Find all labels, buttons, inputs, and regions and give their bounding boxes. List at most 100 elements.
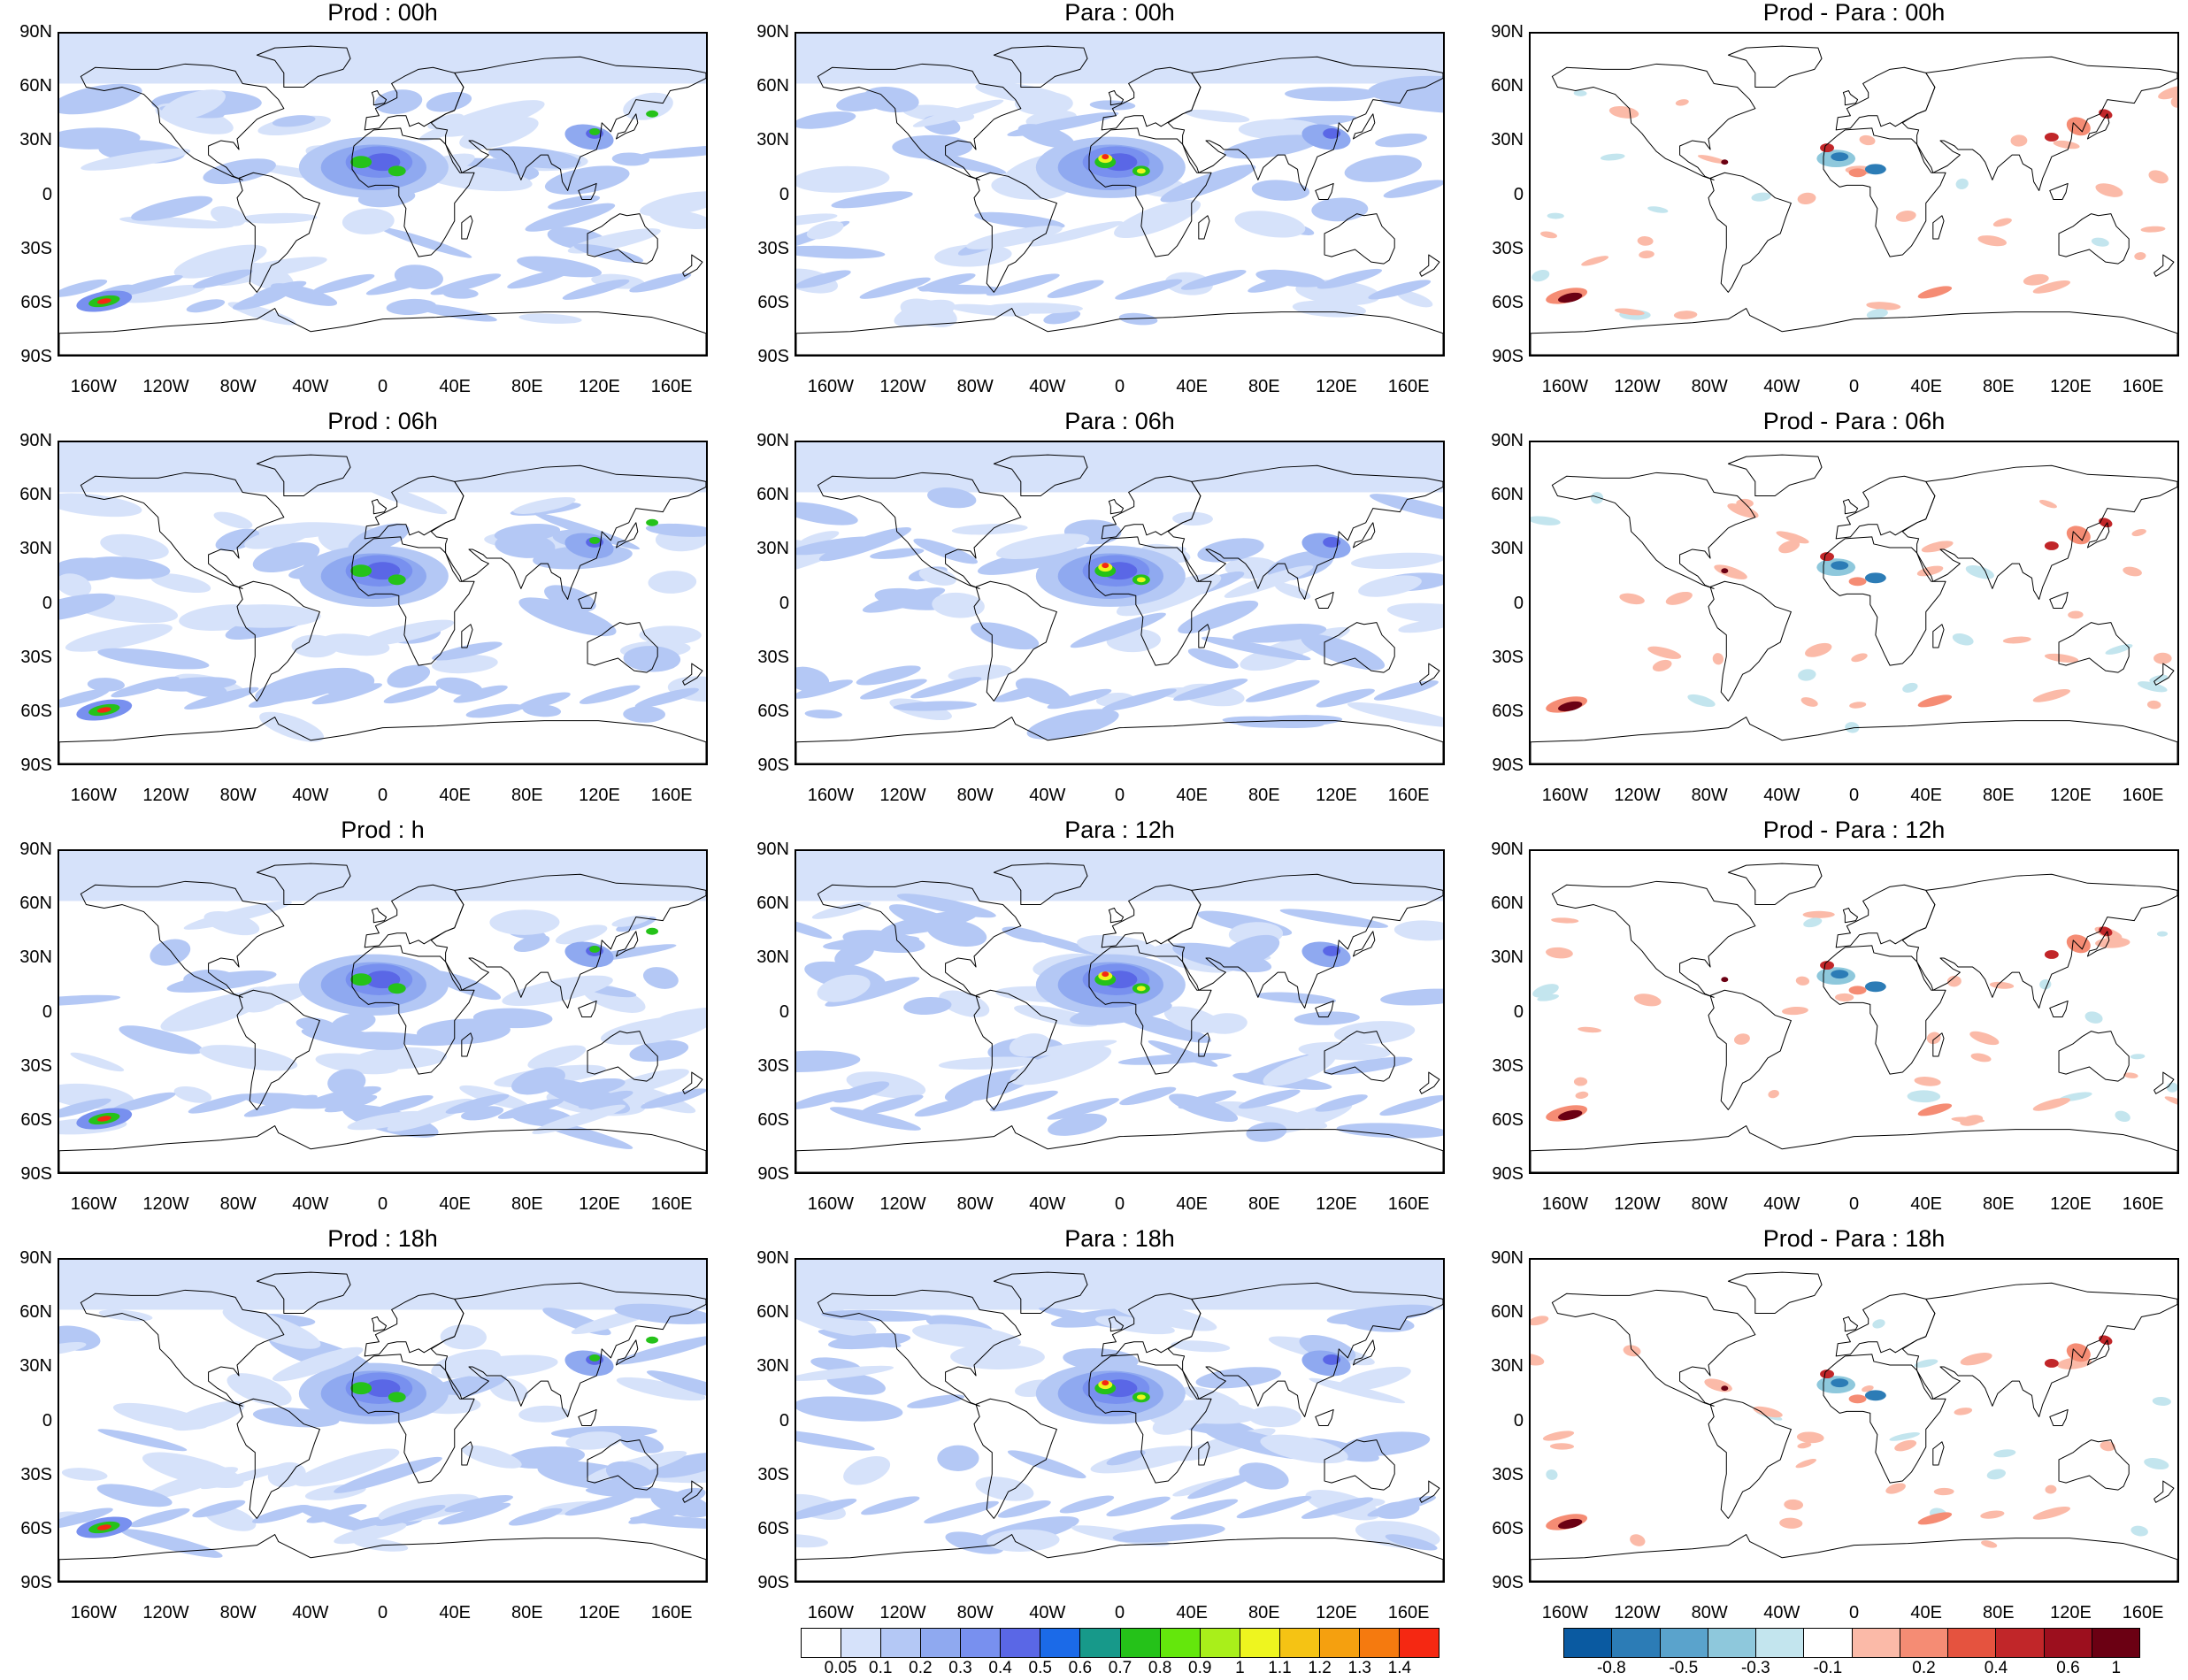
aod-swirl bbox=[353, 1047, 448, 1070]
coastline-south-america bbox=[1708, 989, 1792, 1110]
latitude-tick-label: 60N bbox=[19, 76, 52, 96]
southern-ocean-band bbox=[579, 685, 641, 704]
southern-ocean-band bbox=[1373, 680, 1439, 701]
longitude-tick-label: 40E bbox=[1176, 1194, 1208, 1214]
coastline-borneo bbox=[2049, 1408, 2069, 1427]
coastline-antarctica bbox=[796, 308, 1443, 355]
aod-swirl bbox=[796, 245, 886, 259]
longitude-tick-label: 0 bbox=[1848, 1194, 1860, 1214]
positive-diff-caribbean bbox=[1721, 159, 1729, 165]
positive-diff bbox=[1753, 1406, 1783, 1418]
longitude-tick-label: 80W bbox=[219, 1194, 257, 1214]
aod-swirl bbox=[796, 1429, 875, 1451]
arctic-band bbox=[796, 442, 1443, 493]
aod-swirl bbox=[573, 243, 644, 264]
aod-swirl bbox=[173, 1085, 212, 1103]
colorbar-tick-label: 1.3 bbox=[1347, 1659, 1371, 1677]
positive-diff bbox=[1989, 981, 2015, 989]
positive-diff-indian-ocean bbox=[2032, 688, 2071, 702]
aod-swirl bbox=[440, 1324, 487, 1350]
aod-swirl bbox=[636, 145, 706, 159]
coastline-south-america bbox=[973, 580, 1057, 702]
aod-swirl bbox=[465, 703, 524, 718]
negative-diff bbox=[1872, 1319, 1885, 1329]
negative-diff bbox=[1532, 269, 1550, 282]
longitude-tick-label: 80W bbox=[956, 1194, 994, 1214]
north-pacific-core bbox=[646, 1336, 659, 1344]
coastline-antarctica bbox=[1531, 1125, 2177, 1172]
coastline-uk bbox=[1108, 1316, 1125, 1332]
southern-ocean-band bbox=[311, 273, 375, 294]
aod-swirl bbox=[918, 567, 956, 586]
coastline-north-america bbox=[817, 63, 1022, 180]
negative-diff bbox=[1889, 1432, 1920, 1441]
negative-diff-sahara bbox=[1831, 970, 1849, 979]
aod-swirl bbox=[199, 1045, 298, 1071]
longitude-tick-label: 160E bbox=[650, 377, 693, 396]
aod-swirl bbox=[1255, 992, 1337, 1004]
coastline-africa bbox=[1823, 536, 1946, 666]
colorbar-swatch bbox=[1200, 1629, 1240, 1657]
map-canvas bbox=[1531, 1260, 2177, 1581]
longitude-tick-label: 120E bbox=[579, 786, 620, 805]
map-canvas bbox=[1531, 442, 2177, 763]
colorbar-tick-label: -0.3 bbox=[1740, 1659, 1770, 1677]
colorbar-tick-label: 1 bbox=[2111, 1659, 2122, 1677]
aod-swirl bbox=[1106, 1450, 1146, 1466]
longitude-tick-label: 40E bbox=[1176, 1603, 1208, 1622]
difference-shading bbox=[1531, 492, 2172, 733]
aod-swirl bbox=[1375, 133, 1428, 148]
positive-diff bbox=[1802, 910, 1835, 918]
latitude-tick-label: 30N bbox=[756, 130, 789, 150]
east-asia-core bbox=[589, 536, 601, 544]
map-frame bbox=[58, 32, 708, 357]
latitude-tick-label: 0 bbox=[779, 184, 789, 204]
latitude-tick-label: 30N bbox=[1491, 539, 1524, 559]
colorbar-tick-label: 0.3 bbox=[948, 1659, 972, 1677]
positive-diff bbox=[1946, 975, 1962, 987]
coastline-antarctica bbox=[1531, 717, 2177, 763]
field-shading bbox=[59, 34, 706, 326]
latitude-tick-label: 90N bbox=[756, 431, 789, 450]
negative-diff bbox=[1907, 1090, 1941, 1103]
aod-swirl bbox=[1367, 75, 1443, 103]
saharan-plume bbox=[365, 1379, 401, 1398]
southern-ocean-band bbox=[562, 279, 630, 300]
aod-swirl bbox=[823, 935, 920, 950]
coastline-asia bbox=[430, 1282, 706, 1417]
latitude-tick-label: 60S bbox=[20, 292, 52, 312]
positive-diff bbox=[1885, 1483, 1906, 1494]
latitude-tick-label: 60S bbox=[20, 1518, 52, 1538]
aod-swirl bbox=[61, 1468, 108, 1481]
latitude-tick-label: 60N bbox=[756, 894, 789, 914]
aod-swirl bbox=[1344, 155, 1422, 182]
southern-ocean-band bbox=[986, 273, 1060, 296]
longitude-tick-label: 0 bbox=[1848, 786, 1860, 805]
longitude-tick-label: 80W bbox=[956, 377, 994, 396]
latitude-tick-label: 90N bbox=[1491, 431, 1524, 450]
aod-swirl bbox=[59, 1325, 101, 1351]
arctic-band bbox=[59, 34, 706, 84]
latitude-tick-label: 30S bbox=[1492, 238, 1524, 258]
aod-swirl bbox=[97, 1429, 188, 1452]
positive-diff-sahara bbox=[1820, 552, 1834, 562]
saharan-peak bbox=[1136, 168, 1146, 174]
coastline-uk bbox=[1842, 907, 1859, 924]
saharan-core bbox=[350, 156, 372, 169]
latitude-tick-label: 90N bbox=[756, 1248, 789, 1268]
aod-swirl bbox=[267, 1461, 306, 1488]
coastline-africa bbox=[351, 945, 475, 1075]
latitude-tick-label: 60N bbox=[756, 1302, 789, 1323]
latitude-tick-label: 60S bbox=[757, 1518, 789, 1538]
difference-shading bbox=[1531, 1316, 2171, 1548]
field-map-panel: Para : 18h 90N 60N 30N 0 30S 60S 90S 160W 120W 80W… bbox=[756, 1226, 1445, 1633]
positive-diff bbox=[1916, 565, 1944, 577]
panel-title: Prod : 00h bbox=[327, 0, 438, 26]
aod-swirl bbox=[1002, 926, 1049, 943]
aod-swirl bbox=[1118, 312, 1158, 326]
longitude-tick-label: 0 bbox=[1848, 377, 1860, 396]
map-canvas bbox=[59, 34, 706, 355]
positive-diff bbox=[1797, 1442, 1812, 1449]
north-pacific-core bbox=[646, 110, 659, 118]
aod-swirl bbox=[1299, 1334, 1356, 1362]
